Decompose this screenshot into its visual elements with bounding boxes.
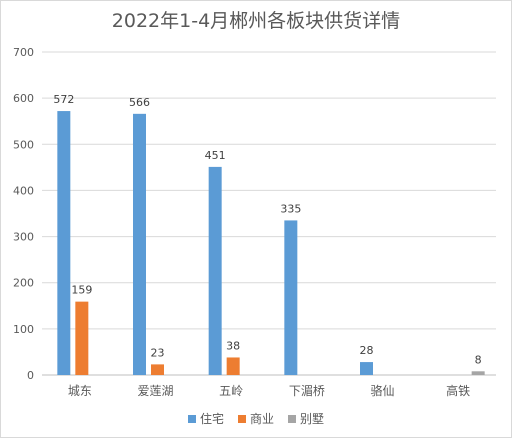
legend-label: 住宅 — [199, 412, 224, 426]
bar-商业-五岭 — [226, 357, 240, 375]
x-tick-label: 五岭 — [219, 384, 243, 398]
legend-label: 别墅 — [300, 412, 325, 426]
y-tick-label: 100 — [13, 323, 34, 336]
data-label: 572 — [53, 93, 74, 106]
data-label: 8 — [475, 353, 482, 366]
legend-item: 住宅 — [187, 410, 224, 427]
legend-item: 别墅 — [288, 410, 324, 427]
bar-别墅-高铁 — [471, 371, 485, 375]
bar-住宅-下湄桥 — [284, 220, 298, 375]
bar-商业-城东 — [75, 301, 89, 375]
y-tick-label: 200 — [13, 277, 34, 290]
legend-swatch — [187, 414, 196, 423]
bar-住宅-爱莲湖 — [133, 113, 146, 376]
bar-商业-爱莲湖 — [151, 364, 164, 375]
x-tick-label: 下湄桥 — [289, 384, 325, 398]
y-tick-label: 0 — [27, 369, 34, 382]
y-tick-label: 300 — [13, 231, 34, 244]
legend-swatch — [237, 414, 246, 423]
x-tick-label: 高铁 — [446, 383, 470, 398]
chart-title: 2022年1-4月郴州各板块供货详情 — [111, 10, 401, 32]
y-tick-label: 700 — [13, 46, 34, 59]
data-label: 38 — [226, 339, 240, 352]
bar-住宅-骆仙 — [360, 362, 373, 375]
x-tick-label: 爱莲湖 — [137, 383, 173, 398]
data-label: 451 — [205, 149, 226, 162]
legend: 住宅 商业 别墅 — [0, 410, 512, 427]
data-label: 159 — [71, 284, 92, 297]
data-label: 566 — [129, 96, 150, 109]
legend-label: 商业 — [249, 412, 274, 426]
x-tick-label: 骆仙 — [370, 383, 394, 398]
data-label: 28 — [360, 344, 374, 357]
y-tick-label: 600 — [13, 92, 34, 105]
x-tick-label: 城东 — [68, 384, 92, 398]
legend-swatch — [288, 414, 296, 423]
bar-住宅-五岭 — [208, 166, 222, 375]
y-tick-label: 400 — [13, 184, 34, 197]
data-label: 335 — [280, 202, 301, 215]
y-tick-label: 500 — [13, 138, 34, 151]
data-label: 23 — [151, 346, 165, 359]
bar-住宅-城东 — [57, 111, 71, 375]
legend-item: 商业 — [237, 410, 274, 427]
